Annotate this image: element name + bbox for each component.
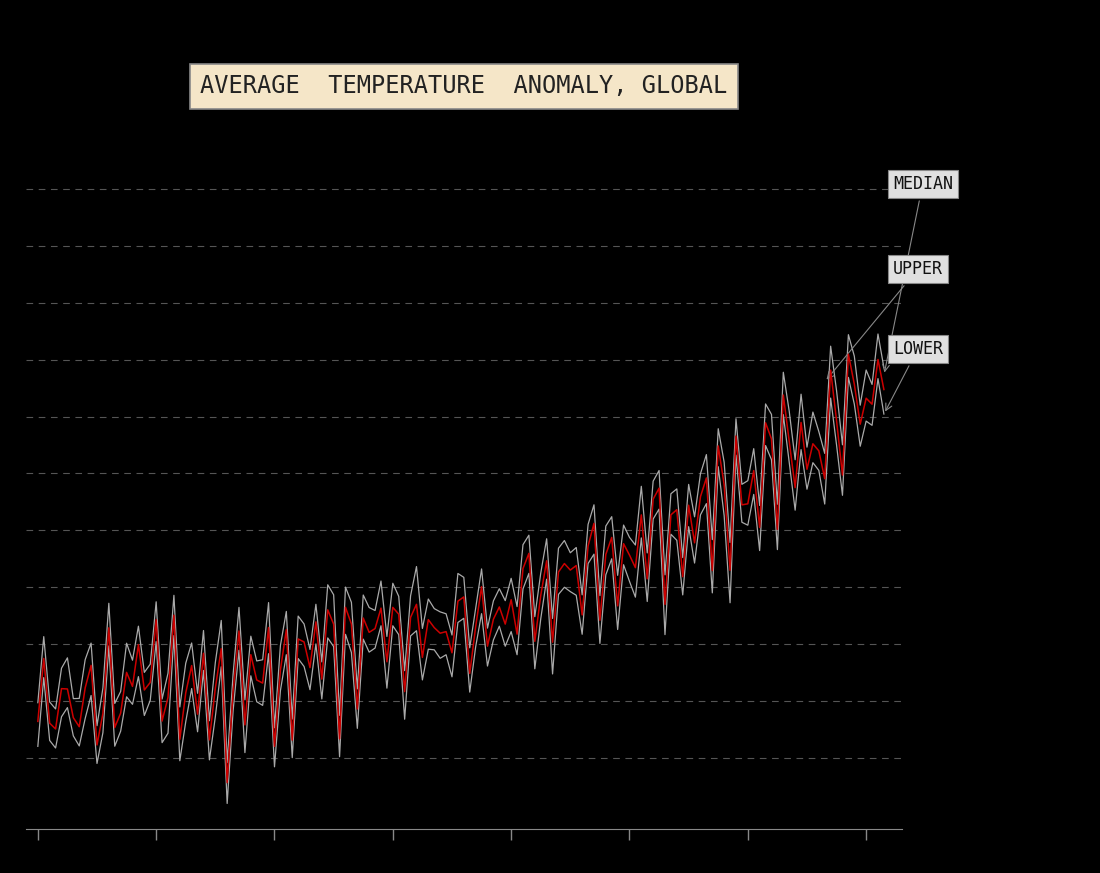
Text: UPPER: UPPER [827,260,943,379]
Text: LOWER: LOWER [886,340,943,410]
Text: AVERAGE  TEMPERATURE  ANOMALY, GLOBAL: AVERAGE TEMPERATURE ANOMALY, GLOBAL [200,74,727,99]
Text: MEDIAN: MEDIAN [882,175,953,371]
